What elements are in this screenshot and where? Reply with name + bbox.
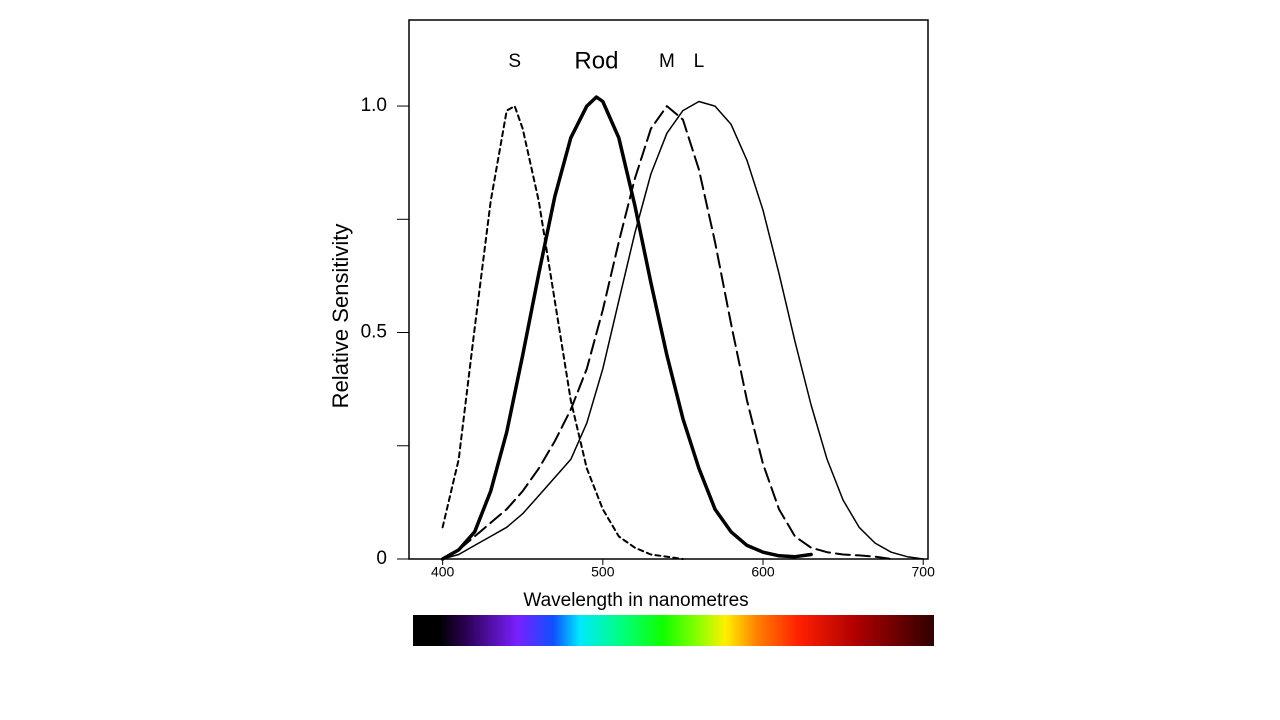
line-series [441,105,684,560]
series-label: M [659,51,675,72]
y-tick-label: 0 [376,548,387,569]
y-tick-label: 0.5 [361,322,387,343]
series-label: S [508,51,521,72]
x-axis-label: Wavelength in nanometres [523,590,748,611]
spectrum-bar [413,615,934,646]
y-tick-label: 1.0 [361,95,387,116]
y-axis-label: Relative Sensitivity [328,224,353,409]
line-series [440,95,813,561]
x-tick-label: 600 [751,564,775,580]
x-tick-label: 700 [912,564,936,580]
plot-frame [408,19,929,560]
x-tick-label: 400 [431,564,455,580]
x-tick-label: 500 [591,564,615,580]
line-series [441,100,924,560]
series-label: Rod [574,47,618,74]
series-label: L [694,51,705,72]
line-series [441,105,893,560]
